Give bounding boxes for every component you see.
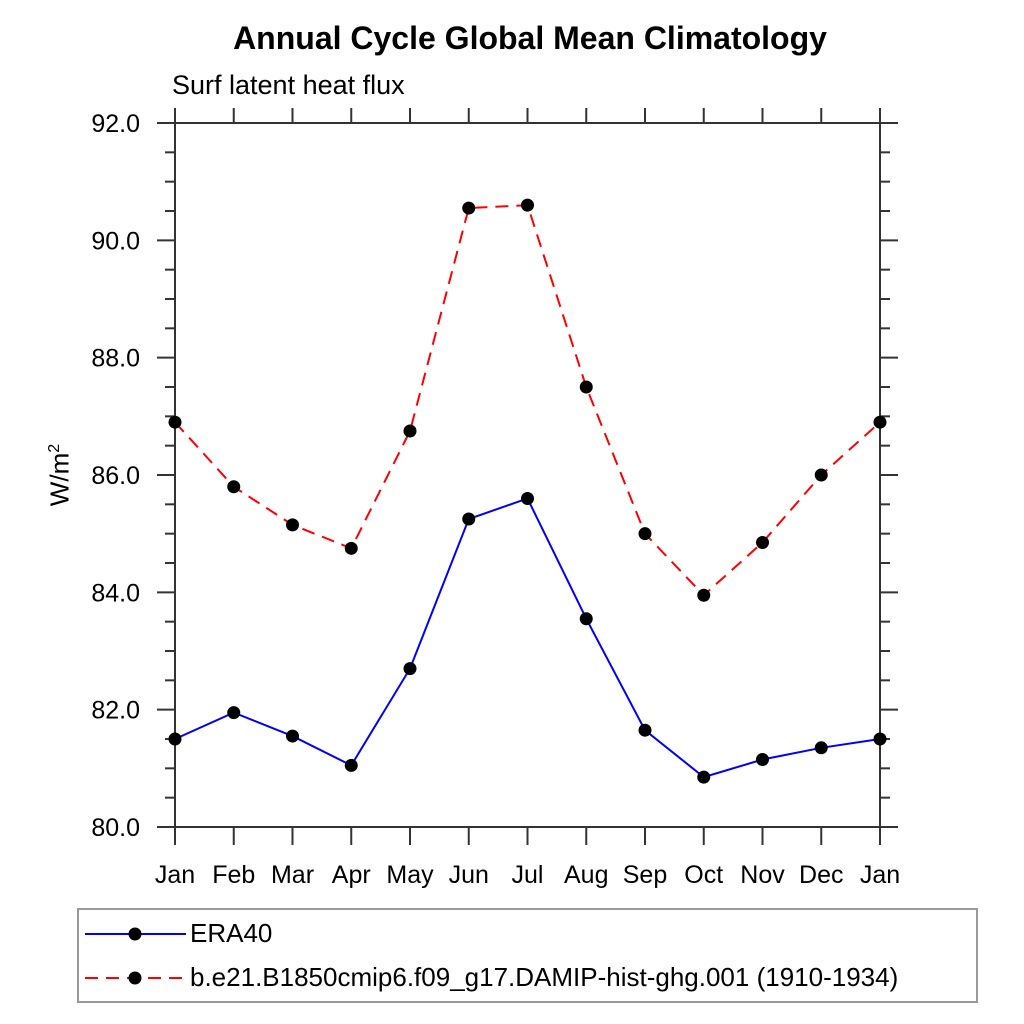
y-tick-label: 88.0	[91, 345, 140, 373]
data-point-marker	[168, 732, 182, 746]
data-point-marker	[697, 588, 711, 602]
plot-frame	[174, 122, 881, 828]
x-tick-label: Jul	[512, 861, 544, 889]
data-point-marker	[873, 732, 887, 746]
y-tick-label: 80.0	[91, 814, 140, 842]
series-line	[174, 204, 881, 597]
y-tick-label: 92.0	[91, 110, 140, 138]
x-tick-label: Nov	[740, 861, 785, 889]
data-point-marker	[814, 468, 828, 482]
x-tick-label: Jan	[860, 861, 900, 889]
x-tick-label: Apr	[332, 861, 371, 889]
data-point-marker	[579, 612, 593, 626]
data-point-marker	[286, 729, 299, 743]
data-point-marker	[814, 741, 828, 755]
legend-line-sample-dashed	[85, 971, 186, 984]
x-tick-label: May	[386, 861, 434, 889]
y-tick-label: 84.0	[91, 579, 140, 607]
x-tick-label: Jun	[449, 861, 489, 889]
data-point-marker	[756, 535, 769, 549]
legend-label-damip: b.e21.B1850cmip6.f09_g17.DAMIP-hist-ghg.…	[190, 962, 899, 992]
data-point-marker	[286, 518, 299, 532]
data-point-marker	[344, 541, 358, 555]
data-point-marker	[462, 512, 476, 526]
x-tick-label: Aug	[564, 861, 608, 889]
x-tick-label: Sep	[623, 861, 667, 889]
data-point-marker	[344, 758, 358, 772]
data-point-marker	[227, 480, 241, 494]
y-tick-label: 86.0	[91, 462, 140, 490]
legend-item-era40: ERA40	[84, 912, 976, 956]
series-line	[174, 497, 881, 779]
legend-marker-dot	[128, 927, 142, 940]
data-point-marker	[638, 723, 652, 737]
y-tick-label: 82.0	[91, 697, 140, 725]
x-tick-label: Dec	[799, 861, 843, 889]
chart-subtitle: Surf latent heat flux	[172, 70, 405, 100]
x-tick-label: Mar	[271, 861, 314, 889]
data-point-marker	[462, 201, 476, 215]
y-tick-label: 90.0	[91, 227, 140, 255]
data-point-marker	[579, 380, 593, 394]
chart-title: Annual Cycle Global Mean Climatology	[233, 20, 827, 56]
data-point-marker	[227, 706, 241, 720]
legend-line-sample-solid	[85, 927, 186, 940]
x-tick-label: Jan	[155, 861, 195, 889]
legend-marker-dot	[128, 971, 142, 984]
data-point-marker	[697, 770, 711, 784]
data-point-marker	[168, 415, 182, 429]
x-tick-label: Feb	[212, 861, 255, 889]
data-point-marker	[873, 415, 887, 429]
x-tick-label: Oct	[684, 861, 723, 889]
data-point-marker	[403, 424, 417, 438]
data-point-marker	[403, 662, 417, 676]
legend-label-era40: ERA40	[190, 918, 273, 948]
legend: ERA40 b.e21.B1850cmip6.f09_g17.DAMIP-his…	[77, 908, 978, 1003]
data-point-marker	[521, 491, 534, 505]
data-point-marker	[638, 527, 652, 541]
legend-item-damip: b.e21.B1850cmip6.f09_g17.DAMIP-hist-ghg.…	[84, 956, 976, 1000]
data-point-marker	[756, 753, 769, 767]
data-point-marker	[521, 198, 534, 212]
